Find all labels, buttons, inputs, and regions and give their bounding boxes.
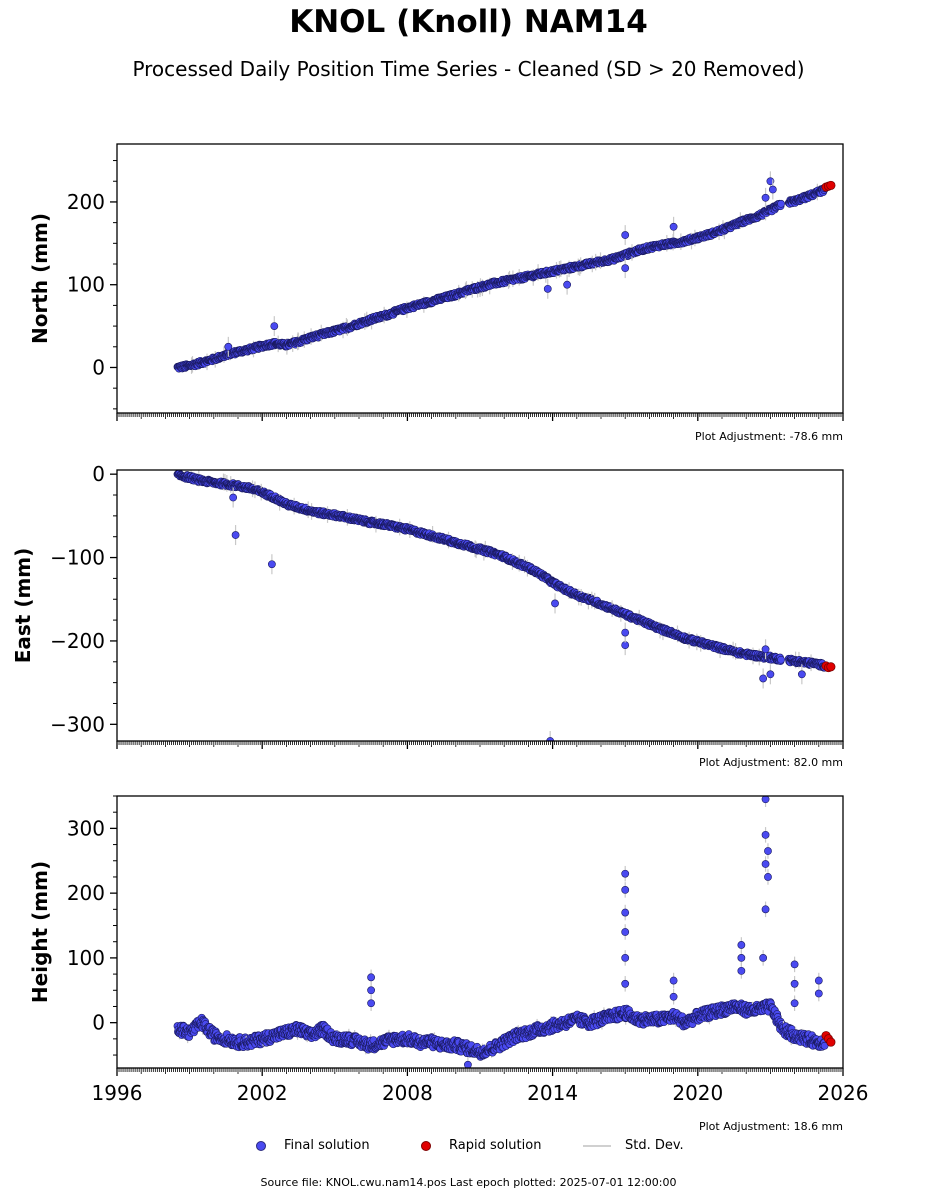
outlier-point (669, 222, 678, 231)
outlier-point (621, 628, 630, 637)
outlier-point (621, 908, 630, 917)
panel-0: 0 100 200 North (mm) Plot Adjustment: -78.6 … (28, 143, 844, 443)
outlier-point (231, 531, 240, 539)
outlier-point (669, 976, 678, 985)
y-tick-label: −200 (50, 629, 105, 653)
outlier-point (766, 670, 775, 679)
outlier-point (759, 674, 768, 683)
outlier-point (761, 645, 770, 654)
final-point (777, 199, 785, 208)
y-tick-label: 0 (92, 462, 105, 486)
final-point (777, 655, 785, 664)
outlier-point (621, 886, 630, 894)
outlier-point (669, 992, 678, 1001)
outlier-point (270, 322, 279, 330)
outlier-point (543, 284, 552, 293)
outlier-point (546, 737, 555, 741)
outlier-point (621, 928, 630, 936)
y-tick-label: −300 (50, 712, 105, 736)
outlier-point (367, 999, 375, 1008)
data-layer (173, 171, 836, 374)
outlier-point (551, 599, 559, 608)
outlier-point (766, 177, 775, 186)
y-tick-label: −100 (50, 546, 105, 570)
data-layer (173, 470, 836, 741)
plot-adjustment-note: Plot Adjustment: 82.0 mm (699, 756, 843, 769)
outlier-point (563, 280, 572, 289)
y-tick-label: 0 (92, 355, 105, 379)
plot-adjustment-note: Plot Adjustment: -78.6 mm (695, 430, 843, 443)
outlier-point (621, 979, 630, 988)
chart-title: KNOL (Knoll) NAM14 (289, 4, 648, 40)
y-axis-label: East (mm) (11, 548, 35, 664)
outlier-point (267, 560, 276, 569)
rapid-point (826, 662, 836, 672)
panel-1: 0 −100 −200 −300 East (mm) Plot Adjustment: 8… (11, 462, 844, 769)
outlier-point (621, 869, 630, 878)
outlier-point (229, 493, 238, 502)
y-tick-label: 200 (67, 190, 105, 214)
outlier-point (768, 185, 777, 194)
outlier-point (224, 342, 233, 351)
outlier-point (621, 264, 630, 273)
outlier-point (367, 986, 375, 995)
outlier-point (367, 973, 375, 982)
outlier-point (621, 954, 630, 962)
outlier-point (737, 941, 746, 949)
data-layer (173, 796, 836, 1068)
rapid-point (826, 180, 836, 190)
panel-frame (116, 469, 844, 742)
y-tick-label: 100 (67, 273, 105, 297)
outlier-point (797, 670, 806, 679)
chart-subtitle: Processed Daily Position Time Series - C… (132, 57, 805, 81)
outlier-point (761, 193, 770, 202)
y-axis-label: North (mm) (28, 213, 52, 344)
outlier-point (621, 231, 630, 239)
